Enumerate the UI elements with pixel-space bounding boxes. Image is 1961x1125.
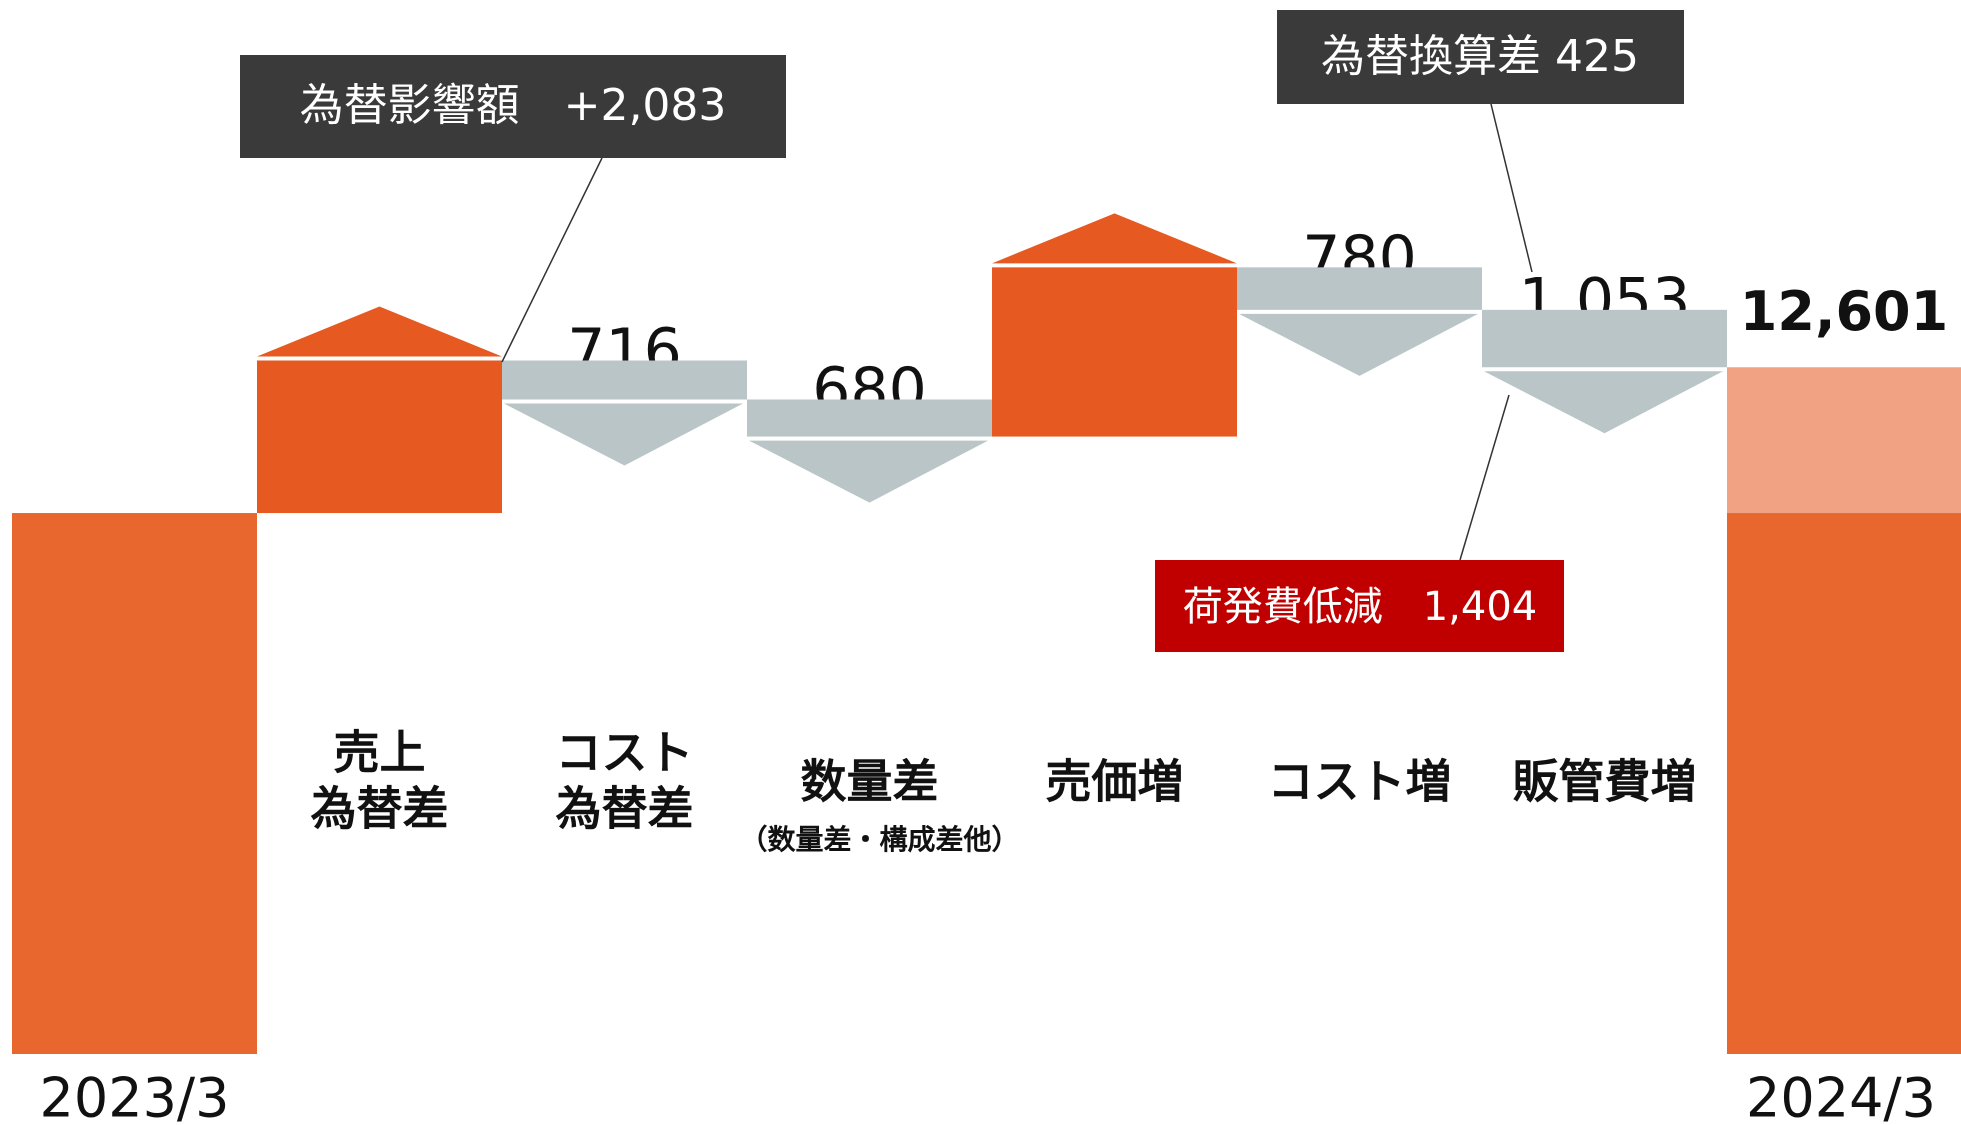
bar (1482, 309, 1727, 368)
bar (992, 267, 1237, 437)
annotation: 為替換算差 425 (1321, 31, 1639, 82)
x-label: 2024/3 (1746, 1067, 1936, 1125)
category-label: コスト (556, 726, 694, 780)
arrow-up (257, 306, 502, 357)
annotation-box (1277, 10, 1684, 104)
bar (1727, 367, 1961, 514)
category-label: 売上 (334, 726, 426, 780)
arrow-down (1484, 371, 1723, 434)
annotation-box (1155, 560, 1564, 652)
category-note: （数量差・構成差他） (739, 823, 1019, 856)
category-label: 数量差 (801, 755, 939, 809)
arrow-down (749, 440, 988, 503)
leader-line (1459, 394, 1510, 561)
x-label: 2023/3 (40, 1067, 230, 1125)
category-label: コスト増 (1268, 755, 1452, 809)
annotation: 荷発費低減 1,404 (1183, 584, 1538, 630)
annotation-box (240, 55, 786, 158)
leader-line (501, 157, 603, 363)
annotation: 為替影響額 +2,083 (300, 80, 727, 131)
leader-line (1490, 103, 1533, 273)
bar (747, 399, 992, 437)
bar (12, 513, 257, 1054)
arrow-down (1239, 313, 1478, 376)
total-label: 12,601 (1740, 280, 1948, 343)
bar (1237, 267, 1482, 310)
bar (257, 360, 502, 514)
arrow-up (992, 213, 1237, 264)
arrow-down (504, 403, 743, 466)
category-label: 売価増 (1046, 755, 1184, 809)
bar (502, 360, 747, 400)
category-label: 販管費増 (1513, 755, 1697, 809)
category-label: 為替差 (311, 782, 449, 836)
bar (1727, 513, 1961, 1054)
category-label: 為替差 (556, 782, 694, 836)
